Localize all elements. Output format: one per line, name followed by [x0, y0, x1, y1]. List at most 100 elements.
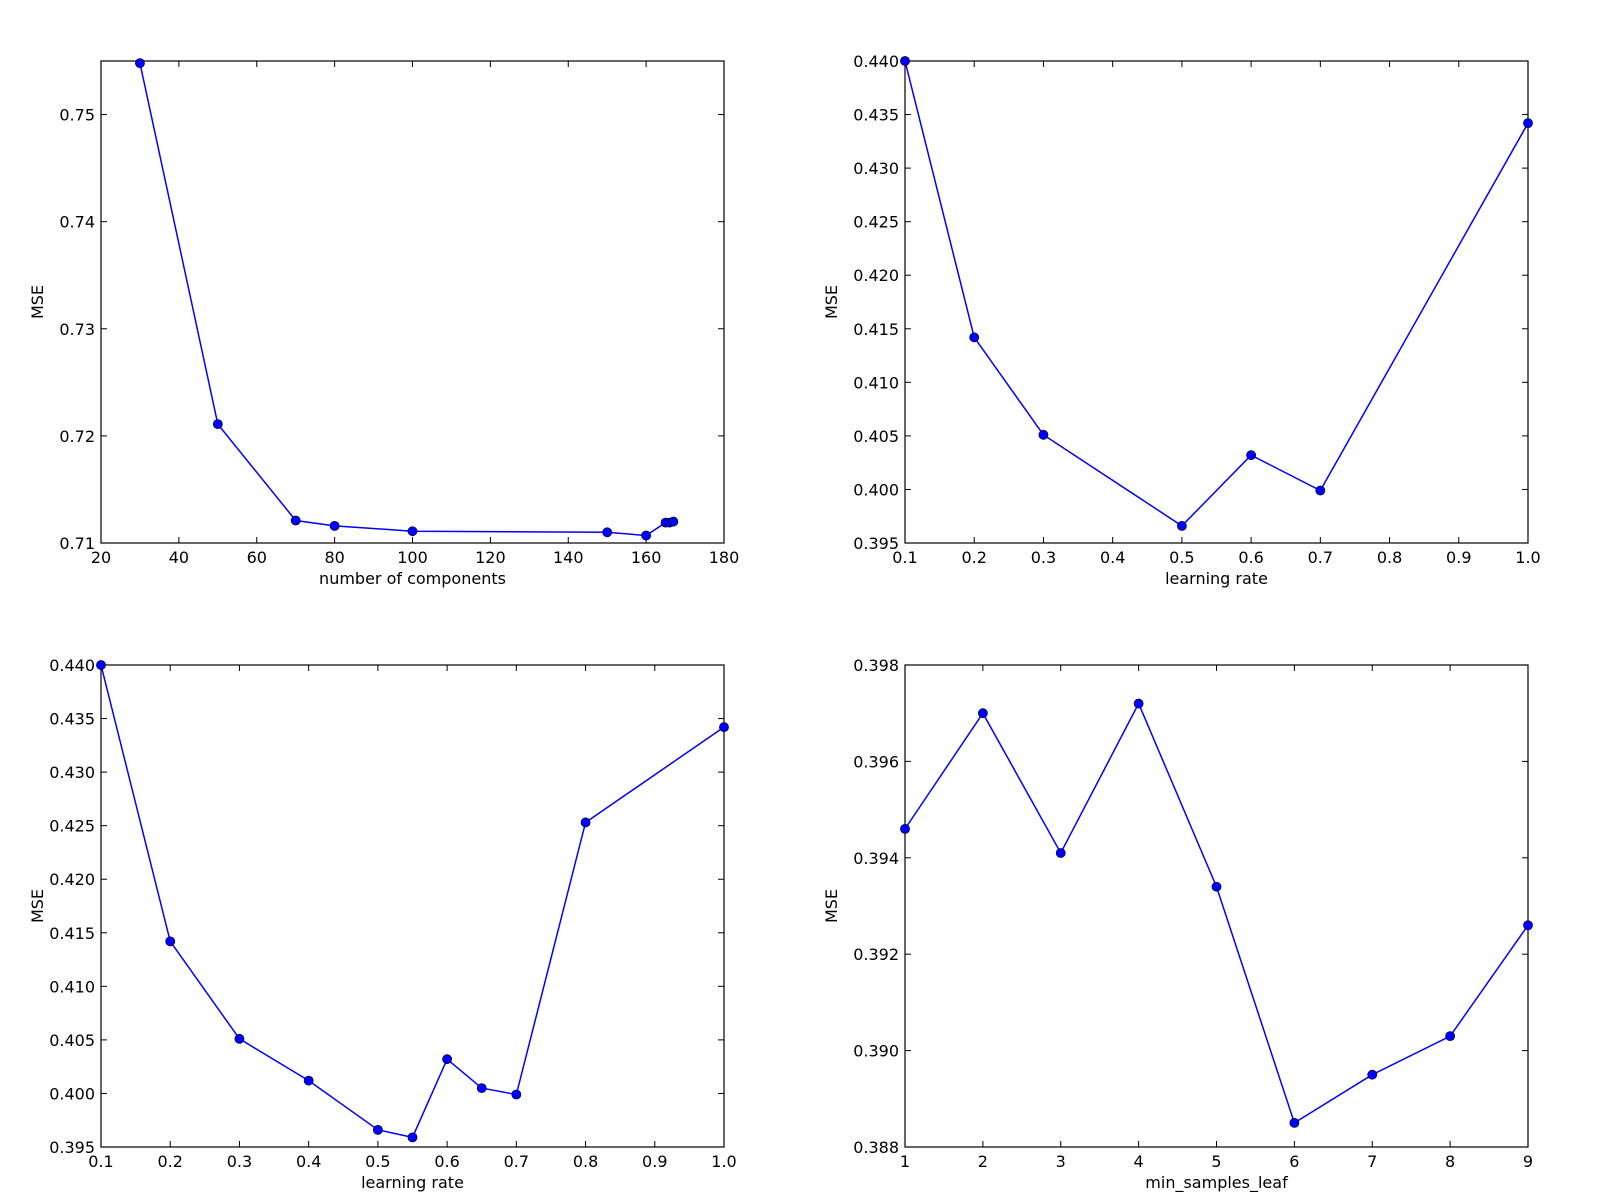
data-point — [290, 515, 301, 526]
y-tick-label: 0.430 — [49, 763, 95, 782]
x-tick-label: 0.9 — [1446, 548, 1471, 567]
x-tick-label: 1 — [900, 1152, 910, 1171]
y-tick-label: 0.394 — [853, 849, 899, 868]
x-axis-label: number of components — [319, 569, 506, 588]
data-point — [1133, 698, 1144, 709]
data-point — [407, 1132, 418, 1143]
x-axis-label: min_samples_leaf — [1145, 1173, 1288, 1193]
y-tick-label: 0.415 — [853, 320, 899, 339]
y-tick-label: 0.392 — [853, 945, 899, 964]
y-tick-label: 0.396 — [853, 752, 899, 771]
plot-frame — [904, 60, 1529, 544]
data-point — [977, 708, 988, 719]
y-tick-label: 0.425 — [49, 817, 95, 836]
data-point — [1523, 118, 1533, 129]
x-tick-label: 9 — [1523, 1152, 1533, 1171]
data-point — [1176, 520, 1187, 531]
data-point — [1367, 1069, 1378, 1080]
y-tick-label: 0.388 — [853, 1138, 899, 1157]
y-tick-label: 0.410 — [853, 373, 899, 392]
y-tick-label: 0.398 — [853, 656, 899, 675]
x-tick-label: 0.6 — [434, 1152, 459, 1171]
plot-frame — [100, 60, 725, 544]
data-point — [303, 1075, 314, 1086]
y-axis-label: MSE — [822, 285, 841, 319]
x-tick-label: 80 — [324, 548, 344, 567]
subplot-1: 20 40 60 80 100 120 140 160 180 0.71 0.72 0.73 0.74 0… — [28, 58, 740, 588]
x-tick-label: 5 — [1211, 1152, 1221, 1171]
y-tick-label: 0.420 — [49, 870, 95, 889]
x-tick-label: 180 — [709, 548, 740, 567]
data-point — [329, 520, 340, 531]
x-tick-label: 0.7 — [504, 1152, 529, 1171]
x-tick-label: 6 — [1289, 1152, 1299, 1171]
y-tick-label: 0.395 — [49, 1138, 95, 1157]
x-tick-label: 0.5 — [365, 1152, 390, 1171]
y-tick-label: 0.405 — [853, 427, 899, 446]
x-tick-label: 0.1 — [88, 1152, 113, 1171]
data-point — [719, 722, 729, 733]
y-tick-label: 0.74 — [59, 213, 95, 232]
data-point — [1246, 450, 1257, 461]
x-tick-label: 4 — [1134, 1152, 1144, 1171]
data-point — [135, 58, 145, 69]
x-tick-label: 0.2 — [157, 1152, 182, 1171]
data-point — [1211, 881, 1222, 892]
data-point — [96, 660, 106, 670]
x-tick-label: 0.1 — [892, 548, 917, 567]
y-tick-label: 0.435 — [853, 106, 899, 125]
y-tick-label: 0.73 — [59, 320, 95, 339]
x-tick-label: 0.2 — [961, 548, 986, 567]
data-point — [602, 527, 613, 538]
y-tick-label: 0.405 — [49, 1031, 95, 1050]
x-tick-label: 0.4 — [296, 1152, 321, 1171]
subplot-3: 0.1 0.2 0.3 0.4 0.5 0.6 0.7 0.8 0.9 1.0 0.395 0.400… — [28, 656, 737, 1192]
x-tick-label: 120 — [475, 548, 506, 567]
x-tick-label: 0.3 — [1031, 548, 1056, 567]
x-tick-label: 100 — [397, 548, 428, 567]
data-point — [234, 1033, 245, 1044]
x-tick-label: 8 — [1445, 1152, 1455, 1171]
plot-frame — [904, 664, 1529, 1148]
x-tick-label: 0.8 — [1377, 548, 1402, 567]
data-point — [511, 1089, 522, 1100]
plot-frame — [100, 664, 725, 1148]
subplot-4: 1 2 3 4 5 6 7 8 9 0.388 0.390 0.392 0.394 0.396 0.398 m… — [822, 656, 1533, 1193]
y-tick-label: 0.410 — [49, 977, 95, 996]
y-axis-label: MSE — [28, 285, 47, 319]
x-tick-label: 160 — [631, 548, 662, 567]
data-point — [1055, 848, 1066, 858]
data-point — [668, 516, 679, 527]
data-point — [407, 526, 418, 537]
data-point — [1315, 485, 1326, 496]
data-point — [442, 1054, 453, 1065]
y-tick-label: 0.440 — [49, 656, 95, 675]
y-tick-label: 0.430 — [853, 159, 899, 178]
data-point — [900, 56, 910, 66]
data-point — [1289, 1118, 1300, 1128]
y-tick-label: 0.415 — [49, 924, 95, 943]
data-point — [1445, 1031, 1456, 1042]
y-tick-label: 0.72 — [59, 427, 95, 446]
y-tick-label: 0.75 — [59, 106, 95, 125]
y-tick-label: 0.71 — [59, 534, 95, 553]
x-tick-label: 0.8 — [573, 1152, 598, 1171]
data-point — [641, 530, 652, 541]
x-tick-label: 0.3 — [227, 1152, 252, 1171]
x-tick-label: 2 — [978, 1152, 988, 1171]
data-point — [476, 1083, 487, 1093]
y-tick-label: 0.395 — [853, 534, 899, 553]
x-tick-label: 1.0 — [711, 1152, 736, 1171]
y-tick-label: 0.400 — [853, 480, 899, 499]
y-tick-label: 0.440 — [853, 52, 899, 71]
y-axis-label: MSE — [822, 889, 841, 923]
x-tick-label: 60 — [247, 548, 267, 567]
x-tick-label: 0.6 — [1238, 548, 1263, 567]
x-tick-label: 1.0 — [1515, 548, 1540, 567]
y-tick-label: 0.425 — [853, 213, 899, 232]
x-axis-label: learning rate — [1165, 569, 1268, 588]
x-tick-label: 0.7 — [1308, 548, 1333, 567]
x-tick-label: 3 — [1056, 1152, 1066, 1171]
x-tick-label: 0.4 — [1100, 548, 1125, 567]
